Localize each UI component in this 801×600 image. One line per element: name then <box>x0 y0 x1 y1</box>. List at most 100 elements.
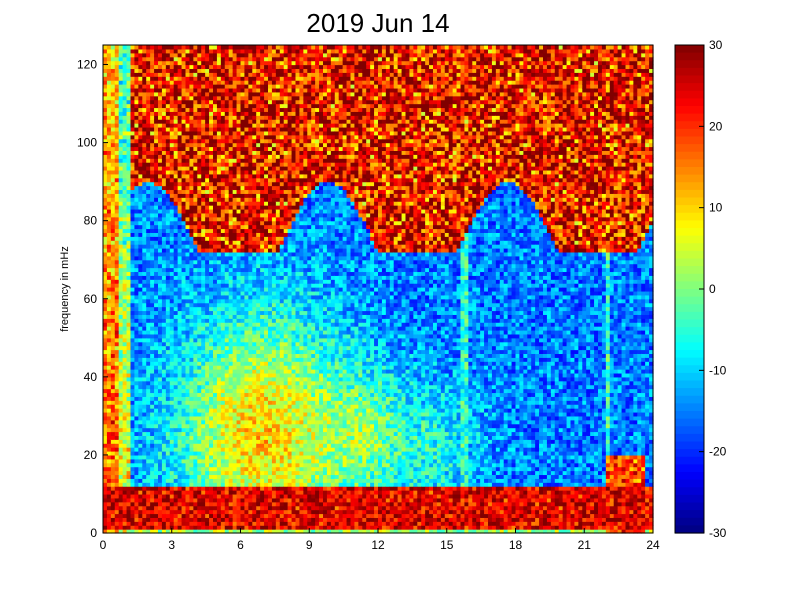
heatmap-cell <box>220 87 226 93</box>
heatmap-cell <box>161 419 167 425</box>
heatmap-cell <box>193 310 198 315</box>
heatmap-cell <box>142 99 147 105</box>
heatmap-cell <box>110 423 116 429</box>
heatmap-cell <box>114 48 120 54</box>
heatmap-cell <box>256 134 261 140</box>
heatmap-cell <box>154 365 159 370</box>
heatmap-cell <box>169 493 175 499</box>
heatmap-cell <box>150 478 155 483</box>
heatmap-cell <box>220 482 226 487</box>
heatmap-cell <box>103 197 108 202</box>
heatmap-cell <box>169 337 175 343</box>
heatmap-cell <box>201 333 206 339</box>
heatmap-cell <box>161 365 167 370</box>
heatmap-cell <box>103 419 108 425</box>
heatmap-cell <box>158 290 163 296</box>
heatmap-cell <box>118 361 124 366</box>
heatmap-cell <box>158 76 163 81</box>
heatmap-cell <box>110 87 116 93</box>
heatmap-cell <box>114 493 120 499</box>
heatmap-cell <box>150 158 155 163</box>
heatmap-cell <box>165 150 171 155</box>
heatmap-cell <box>134 482 139 487</box>
heatmap-cell <box>158 150 163 155</box>
heatmap-cell <box>189 419 194 425</box>
heatmap-cell <box>110 259 116 265</box>
heatmap-cell <box>224 525 230 530</box>
heatmap-cell <box>205 365 210 370</box>
heatmap-cell <box>118 56 124 62</box>
heatmap-cell <box>154 517 159 522</box>
heatmap-cell <box>177 298 183 304</box>
heatmap-cell <box>240 384 246 390</box>
heatmap-cell <box>134 248 139 253</box>
heatmap-cell <box>110 126 116 132</box>
heatmap-cell <box>228 333 234 339</box>
heatmap-cell <box>232 177 238 183</box>
heatmap-cell <box>114 146 120 151</box>
heatmap-cell <box>138 212 143 218</box>
heatmap-cell <box>252 263 257 269</box>
heatmap-cell <box>126 267 132 273</box>
heatmap-cell <box>134 228 139 233</box>
heatmap-cell <box>122 228 128 233</box>
heatmap-cell <box>110 146 116 151</box>
heatmap-cell <box>236 64 242 70</box>
heatmap-cell <box>252 142 257 148</box>
heatmap-cell <box>130 60 136 66</box>
heatmap-cell <box>197 205 202 210</box>
heatmap-cell <box>220 99 226 105</box>
heatmap-cell <box>106 162 112 167</box>
heatmap-cell <box>165 91 171 97</box>
heatmap-cell <box>189 64 194 70</box>
heatmap-cell <box>169 490 175 495</box>
heatmap-cell <box>122 130 128 136</box>
heatmap-cell <box>209 427 214 433</box>
heatmap-cell <box>193 400 198 405</box>
heatmap-cell <box>189 439 194 444</box>
heatmap-cell <box>209 154 214 159</box>
heatmap-cell <box>193 197 198 202</box>
heatmap-cell <box>154 60 159 66</box>
heatmap-cell <box>146 435 151 440</box>
heatmap-cell <box>150 181 155 187</box>
heatmap-cell <box>173 107 179 112</box>
heatmap-cell <box>228 111 234 116</box>
heatmap-cell <box>248 119 253 124</box>
heatmap-cell <box>110 275 116 280</box>
heatmap-cell <box>158 91 163 97</box>
heatmap-cell <box>138 185 143 191</box>
heatmap-cell <box>216 431 222 436</box>
heatmap-cell <box>213 447 218 452</box>
heatmap-cell <box>118 357 124 362</box>
heatmap-cell <box>240 439 246 444</box>
heatmap-cell <box>158 466 163 472</box>
heatmap-cell <box>142 462 147 468</box>
heatmap-cell <box>142 384 147 390</box>
heatmap-cell <box>205 232 210 237</box>
heatmap-cell <box>146 419 151 425</box>
heatmap-cell <box>224 126 230 132</box>
heatmap-cell <box>185 134 191 140</box>
heatmap-cell <box>110 154 116 159</box>
heatmap-cell <box>185 91 191 97</box>
heatmap-cell <box>256 435 261 440</box>
heatmap-cell <box>114 380 120 386</box>
heatmap-cell <box>126 232 132 237</box>
heatmap-cell <box>169 134 175 140</box>
heatmap-cell <box>244 275 249 280</box>
heatmap-cell <box>240 310 246 315</box>
heatmap-cell <box>114 267 120 273</box>
heatmap-cell <box>256 447 261 452</box>
heatmap-cell <box>150 189 155 194</box>
heatmap-cell <box>177 493 183 499</box>
heatmap-cell <box>248 525 253 530</box>
heatmap-cell <box>122 150 128 155</box>
heatmap-cell <box>154 466 159 472</box>
heatmap-cell <box>114 205 120 210</box>
heatmap-cell <box>154 248 159 253</box>
heatmap-cell <box>158 146 163 151</box>
heatmap-cell <box>177 501 183 507</box>
heatmap-cell <box>216 169 222 175</box>
heatmap-cell <box>165 493 171 499</box>
